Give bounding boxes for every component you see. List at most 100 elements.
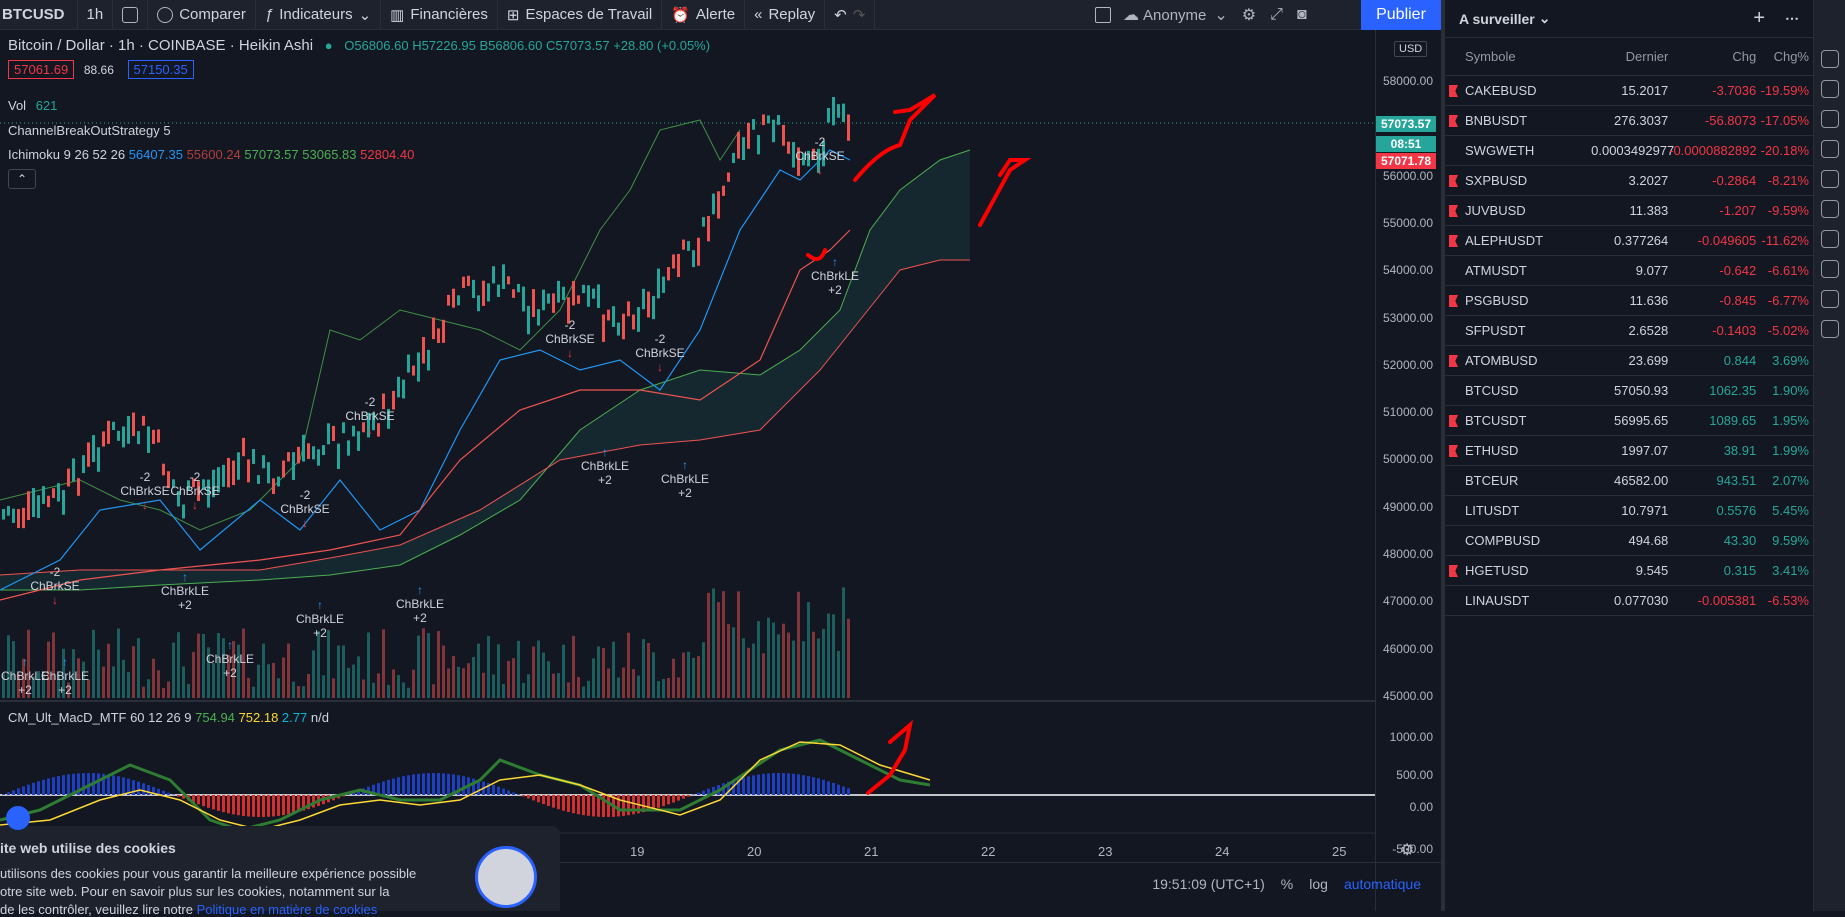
log-toggle[interactable]: log [1309, 876, 1328, 892]
compare-button[interactable]: Comparer [148, 0, 256, 30]
bid-box[interactable]: 57061.69 [8, 60, 74, 79]
chevron-down-icon[interactable]: ⌄ [1539, 10, 1551, 27]
macd-bar [827, 781, 830, 795]
percent-toggle[interactable]: % [1281, 876, 1293, 892]
chevron-down-icon[interactable]: ⌄ [1214, 5, 1227, 25]
macd-bar [142, 783, 145, 795]
clock-label[interactable]: 19:51:09 (UTC+1) [1152, 876, 1264, 892]
watchlist-icon[interactable] [1821, 50, 1839, 68]
alerts-icon[interactable] [1821, 80, 1839, 98]
candle [132, 413, 135, 437]
legend-low: B56806.60 [479, 38, 542, 53]
symbol-search[interactable]: BTCUSD [0, 0, 78, 30]
strategy-label[interactable]: ChannelBreakOutStrategy 5 [8, 123, 171, 138]
lightbulb-icon[interactable] [1821, 290, 1839, 308]
redo-icon[interactable]: ↷ [853, 6, 866, 24]
undo-icon[interactable]: ↶ [834, 6, 847, 24]
axis-settings-icon[interactable]: ⚙ [1400, 840, 1414, 860]
auto-toggle[interactable]: automatique [1344, 876, 1421, 892]
col-last[interactable]: Dernier [1592, 49, 1668, 64]
plus-icon[interactable]: + [1753, 7, 1765, 30]
volume-bar [427, 633, 430, 698]
watchlist-pct: 1.99% [1756, 443, 1813, 458]
volume-bar [607, 668, 610, 698]
replay-button[interactable]: «Replay [745, 0, 825, 30]
col-symbol[interactable]: Symbole [1445, 49, 1592, 64]
tv-logo-icon[interactable] [6, 806, 30, 830]
watchlist-last: 46582.00 [1592, 473, 1668, 488]
drawn-arrow-1[interactable] [855, 95, 935, 180]
drawn-arrow-3[interactable] [868, 725, 910, 793]
expand-icon[interactable]: ⤢ [1270, 6, 1283, 24]
candle [652, 296, 655, 319]
ichimoku-label[interactable]: Ichimoku 9 26 52 26 [8, 147, 125, 162]
chart-type-button[interactable] [113, 0, 148, 30]
volume-bar [657, 681, 660, 698]
volume-bar [402, 682, 405, 698]
macd-bar [287, 795, 290, 814]
collapse-legend-button[interactable]: ⌃ [8, 169, 36, 189]
calendar-icon[interactable] [1821, 170, 1839, 188]
watchlist-sym: HGETUSD [1445, 563, 1592, 578]
macd-bar [67, 774, 70, 795]
volume-bar [107, 644, 110, 698]
macd-label[interactable]: CM_Ult_MacD_MTF 60 12 26 9 [8, 710, 192, 725]
macd-bar [807, 776, 810, 795]
chat-icon[interactable] [1821, 260, 1839, 278]
alert-button[interactable]: ⏰Alerte [662, 0, 745, 30]
volume-bar [672, 659, 675, 698]
hotlist-icon[interactable] [1821, 140, 1839, 158]
macd-bar [772, 773, 775, 795]
currency-label[interactable]: USD [1394, 41, 1427, 57]
ideas-icon[interactable] [1821, 200, 1839, 218]
account-label[interactable]: Anonyme [1143, 7, 1206, 24]
interval-button[interactable]: 1h [78, 0, 114, 30]
watchlist-sym: ETHUSD [1445, 443, 1592, 458]
volume-bar [312, 650, 315, 698]
legend-macd: CM_Ult_MacD_MTF 60 12 26 9 754.94 752.18… [8, 710, 329, 725]
camera-icon[interactable]: ◙ [1297, 6, 1307, 24]
col-chgpct[interactable]: Chg% [1756, 49, 1813, 64]
gear-icon[interactable]: ⚙ [1242, 5, 1256, 25]
macd-bar [382, 781, 385, 795]
arrow-up-icon: ↑ [295, 598, 345, 612]
signal-le: ↑ChBrkLE+2 [205, 638, 255, 680]
workspaces-button[interactable]: ⊞Espaces de Travail [498, 0, 662, 30]
cookie-policy-link[interactable]: Politique en matière de cookies [197, 902, 378, 917]
volume-bar [702, 642, 705, 698]
macd-bar [577, 795, 580, 814]
ask-box[interactable]: 57150.35 [128, 60, 194, 79]
watchlist-title[interactable]: A surveiller [1459, 11, 1535, 27]
bell-icon[interactable] [1821, 320, 1839, 338]
fullscreen-box-icon[interactable] [1095, 7, 1111, 23]
more-icon[interactable]: ⋯ [1785, 10, 1799, 27]
publish-button[interactable]: Publier [1361, 0, 1441, 30]
data-window-icon[interactable] [1821, 110, 1839, 128]
financials-button[interactable]: ▥Financières [381, 0, 498, 30]
drawn-arrow-2[interactable] [980, 160, 1025, 225]
streams-icon[interactable] [1821, 230, 1839, 248]
macd-bar [177, 795, 180, 797]
col-chg[interactable]: Chg [1668, 49, 1756, 64]
macd-bar [247, 795, 250, 816]
